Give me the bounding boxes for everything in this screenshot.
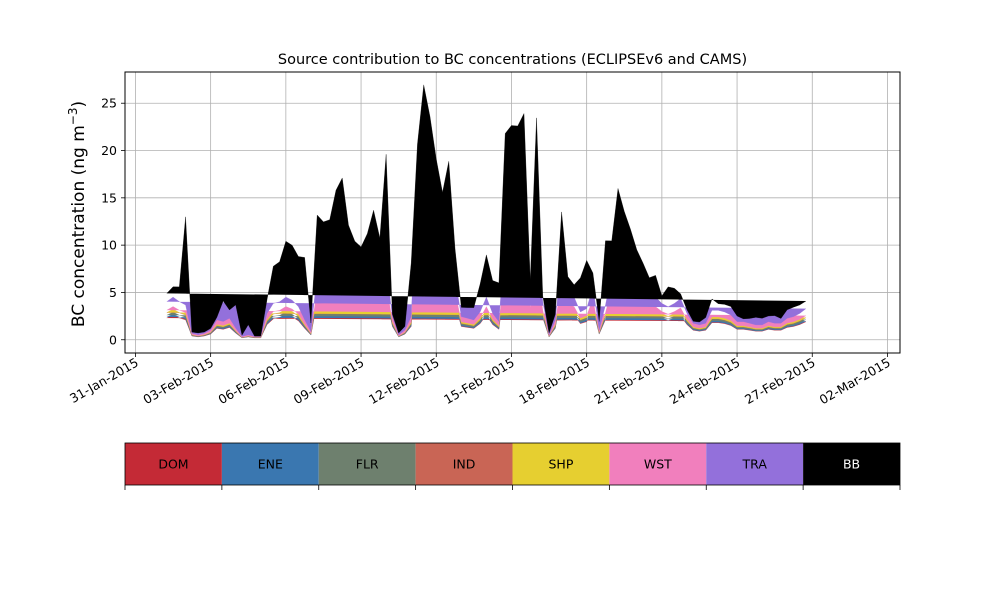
tick-layer: 31-Jan-2015 03-Feb-2015 06-Feb-2015 09-Feb-… [67,96,893,408]
legend-label-bb: BB [843,457,860,472]
x-tick-label: 21-Feb-2015 [592,355,668,407]
y-tick-label: 5 [109,285,117,300]
legend-label-ene: ENE [258,457,283,472]
y-axis-label-close: ) [69,101,89,108]
x-tick-label: 12-Feb-2015 [366,355,442,407]
area-series-bb [166,84,807,337]
x-tick-label: 31-Jan-2015 [67,355,141,406]
x-tick-label: 27-Feb-2015 [742,355,818,407]
x-tick-label: 18-Feb-2015 [516,355,592,407]
x-tick-label: 03-Feb-2015 [140,355,216,407]
legend-swatch-shp [512,443,610,485]
legend-swatch-dom [125,443,222,485]
y-axis-label: BC concentration (ng m−3) [66,101,89,327]
y-tick-label: 10 [101,238,117,253]
legend-swatch-bb [803,443,900,485]
legend-swatch-ene [221,443,319,485]
legend-label-flr: FLR [356,457,379,472]
y-axis-label-exponent: −3 [66,107,80,125]
plot-frame [124,71,901,354]
legend-label-shp: SHP [549,457,574,472]
legend-label-ind: IND [453,457,476,472]
x-tick-label: 06-Feb-2015 [216,355,292,407]
legend-label-tra: TRA [742,457,768,472]
legend-swatch-flr [318,443,416,485]
y-tick-label: 25 [101,96,117,111]
y-tick-label: 20 [101,143,117,158]
legend-colorbar: DOM ENE FLR IND SHP WST TRA BB [124,442,901,490]
y-tick-label: 0 [109,332,117,347]
legend-label-wst: WST [644,457,672,472]
x-tick-label: 09-Feb-2015 [291,355,367,407]
legend-label-dom: DOM [158,457,188,472]
x-tick-label: 24-Feb-2015 [667,355,743,407]
x-tick-label: 15-Feb-2015 [441,355,517,407]
legend-swatch-wst [609,443,707,485]
chart-title: Source contribution to BC concentrations… [278,52,747,68]
x-tick-label: 02-Mar-2015 [817,355,893,408]
legend-swatch-ind [415,443,513,485]
legend-swatch-tra [706,443,804,485]
stacked-area-layer [166,84,807,339]
y-axis-label-text: BC concentration (ng m [69,125,89,327]
y-tick-label: 15 [101,190,117,205]
